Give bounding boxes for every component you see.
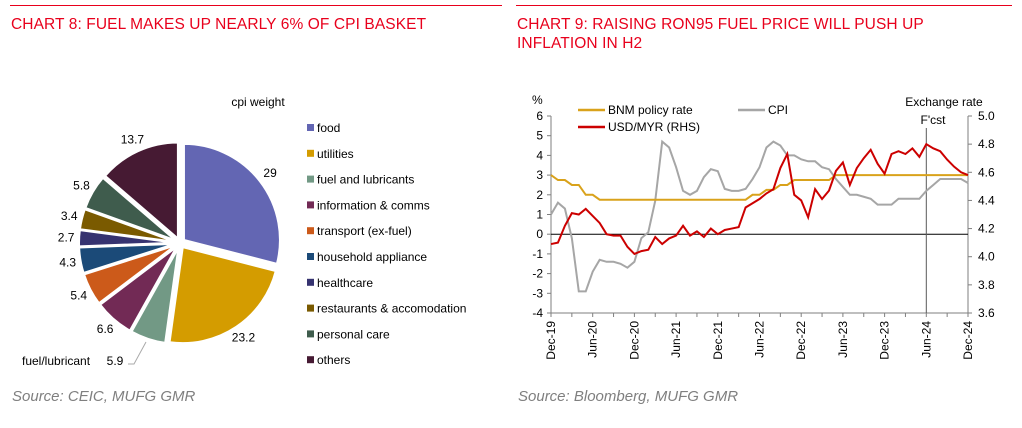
line-chart: 6543210-1-2-3-45.04.84.64.44.24.03.83.6D… bbox=[532, 93, 995, 360]
y-tick-label: 5 bbox=[536, 129, 543, 143]
y2-tick-label: 4.6 bbox=[978, 165, 995, 179]
pie-data-label: 23.2 bbox=[232, 331, 256, 345]
pie-data-label: 4.3 bbox=[59, 256, 76, 270]
y2-tick-label: 4.0 bbox=[978, 250, 995, 264]
x-tick-label: Dec-22 bbox=[794, 321, 808, 360]
right-top-rule bbox=[516, 5, 1012, 6]
forecast-label: F'cst bbox=[921, 113, 947, 127]
legend-swatch bbox=[307, 124, 314, 131]
y2-tick-label: 4.2 bbox=[978, 222, 995, 236]
x-tick-label: Dec-19 bbox=[544, 321, 558, 360]
y2-tick-label: 4.8 bbox=[978, 137, 995, 151]
pie-slice-7 bbox=[78, 208, 176, 243]
x-tick-label: Dec-24 bbox=[961, 321, 975, 360]
legend-swatch bbox=[307, 201, 314, 209]
y-tick-label: -1 bbox=[532, 247, 543, 261]
x-tick-label: Jun-23 bbox=[836, 321, 850, 358]
y2-tick-label: 5.0 bbox=[978, 109, 995, 123]
y-tick-label: 0 bbox=[536, 227, 543, 241]
y-tick-label: 4 bbox=[536, 148, 543, 162]
legend-label: BNM policy rate bbox=[608, 103, 693, 117]
pie-chart: cpi weight 29 23.2 5.9 6.6 5.4 4.3 2.7 3.4 5.8 13… bbox=[22, 95, 466, 368]
legend-swatch bbox=[307, 304, 314, 312]
chart8-title: CHART 8: FUEL MAKES UP NEARLY 6% OF CPI … bbox=[11, 16, 427, 33]
pie-slice-1 bbox=[168, 245, 277, 345]
legend-swatch bbox=[307, 253, 314, 260]
pie-data-label: 5.4 bbox=[70, 288, 87, 302]
series-line-0 bbox=[550, 174, 968, 201]
y2-axis-label: Exchange rate bbox=[905, 95, 983, 109]
legend-swatch bbox=[307, 227, 314, 235]
chart8-source: Source: CEIC, MUFG GMR bbox=[12, 388, 196, 405]
chart9-title: CHART 9: RAISING RON95 FUEL PRICE WILL P… bbox=[517, 16, 924, 52]
y2-tick-label: 4.4 bbox=[978, 193, 995, 207]
y-tick-label: 2 bbox=[536, 188, 543, 202]
pie-slice-8 bbox=[84, 176, 177, 242]
pie-slice-3 bbox=[98, 245, 178, 332]
legend-label: healthcare bbox=[317, 276, 373, 290]
pie-slice-4 bbox=[82, 244, 177, 305]
legend-label: transport (ex-fuel) bbox=[317, 224, 412, 238]
legend-label: information & comms bbox=[317, 198, 430, 212]
pie-data-label: 5.9 bbox=[107, 354, 124, 368]
y2-tick-label: 3.8 bbox=[978, 278, 995, 292]
pie-slice-9 bbox=[103, 141, 179, 241]
x-tick-label: Dec-20 bbox=[627, 321, 641, 360]
y2-tick-label: 3.6 bbox=[978, 306, 995, 320]
x-tick-label: Dec-21 bbox=[711, 321, 725, 360]
fuel-callout-line bbox=[128, 341, 147, 365]
pie-slice-2 bbox=[130, 247, 180, 344]
legend-label: food bbox=[317, 121, 340, 135]
x-tick-label: Jun-20 bbox=[586, 321, 600, 358]
fuel-callout-label: fuel/lubricant bbox=[22, 354, 91, 368]
legend-label: household appliance bbox=[317, 250, 427, 264]
y-tick-label: 6 bbox=[536, 109, 543, 123]
pie-data-label: 5.8 bbox=[73, 179, 90, 193]
pie-data-label: 29 bbox=[263, 166, 277, 180]
chart9-source: Source: Bloomberg, MUFG GMR bbox=[518, 388, 739, 405]
x-tick-label: Jun-21 bbox=[669, 321, 683, 358]
y-tick-label: 3 bbox=[536, 168, 543, 182]
legend-swatch bbox=[307, 330, 314, 338]
legend-swatch bbox=[307, 356, 314, 364]
legend-swatch bbox=[307, 278, 314, 286]
y-tick-label: -2 bbox=[532, 267, 543, 281]
pie-title: cpi weight bbox=[231, 95, 285, 109]
pie-data-label: 2.7 bbox=[58, 231, 75, 245]
pie-slice-5 bbox=[78, 242, 176, 275]
left-top-rule bbox=[10, 5, 502, 6]
series-line-2 bbox=[550, 142, 969, 256]
pie-slice-0 bbox=[182, 142, 281, 266]
y-tick-label: -3 bbox=[532, 286, 543, 300]
pie-data-label: 13.7 bbox=[121, 132, 145, 146]
legend-label: utilities bbox=[317, 147, 354, 161]
legend-swatch bbox=[307, 175, 314, 183]
legend-label: personal care bbox=[317, 327, 390, 341]
x-tick-label: Jun-22 bbox=[753, 321, 767, 358]
legend-label: restaurants & accomodation bbox=[317, 302, 466, 316]
y-axis-label: % bbox=[532, 93, 543, 107]
pie-data-label: 3.4 bbox=[61, 209, 78, 223]
y-tick-label: -4 bbox=[532, 306, 543, 320]
legend-label: CPI bbox=[768, 103, 788, 117]
legend-label: fuel and lubricants bbox=[317, 173, 414, 187]
legend-label: others bbox=[317, 353, 350, 367]
legend-label: USD/MYR (RHS) bbox=[608, 120, 700, 134]
series-line-1 bbox=[550, 139, 969, 293]
x-tick-label: Dec-23 bbox=[878, 321, 892, 360]
x-tick-label: Jun-24 bbox=[919, 321, 933, 358]
pie-data-label: 6.6 bbox=[97, 322, 114, 336]
legend-swatch bbox=[307, 149, 314, 157]
y-tick-label: 1 bbox=[536, 208, 543, 222]
